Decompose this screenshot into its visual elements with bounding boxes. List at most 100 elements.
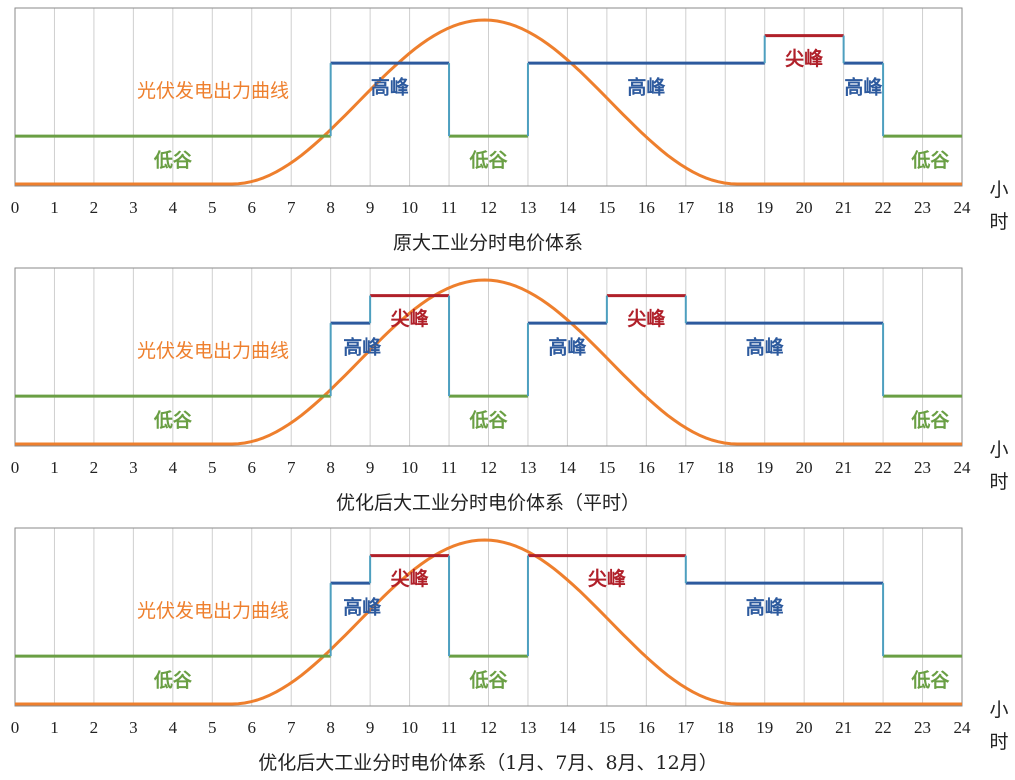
plot-frame <box>14 267 963 447</box>
x-axis-unit-label: 小 <box>989 179 1008 201</box>
tariff-label-valley: 低谷 <box>910 408 950 431</box>
pv-curve-label: 光伏发电出力曲线 <box>137 80 289 102</box>
x-tick-label: 6 <box>248 718 257 737</box>
x-tick-label: 14 <box>559 458 577 477</box>
x-tick-label: 11 <box>441 198 457 217</box>
x-tick-label: 15 <box>598 198 615 217</box>
tariff-label-high: 高峰 <box>548 335 587 358</box>
x-tick-label: 11 <box>441 718 457 737</box>
x-tick-label: 18 <box>717 718 734 737</box>
tariff-label-high: 高峰 <box>844 75 883 98</box>
x-tick-label: 15 <box>598 718 615 737</box>
tariff-label-high: 高峰 <box>746 335 785 358</box>
pv-output-curve <box>15 538 962 706</box>
x-tick-label: 17 <box>677 458 695 477</box>
x-tick-label: 5 <box>208 198 217 217</box>
x-tick-label: 2 <box>90 458 99 477</box>
tariff-label-peak: 尖峰 <box>588 567 627 590</box>
x-tick-label: 17 <box>677 718 695 737</box>
x-tick-label: 1 <box>50 198 59 217</box>
x-tick-label: 24 <box>954 458 972 477</box>
x-tick-label: 9 <box>366 718 375 737</box>
chart-title: 优化后大工业分时电价体系（平时） <box>336 492 640 514</box>
x-tick-label: 0 <box>11 198 20 217</box>
x-tick-label: 13 <box>519 458 536 477</box>
x-tick-label: 21 <box>835 718 852 737</box>
tariff-label-high: 高峰 <box>371 75 410 98</box>
tariff-label-peak: 尖峰 <box>785 47 824 70</box>
x-tick-label: 5 <box>208 718 217 737</box>
x-tick-label: 14 <box>559 198 577 217</box>
x-tick-label: 15 <box>598 458 615 477</box>
x-tick-label: 6 <box>248 458 257 477</box>
x-tick-label: 7 <box>287 198 296 217</box>
x-tick-label: 23 <box>914 718 931 737</box>
x-tick-label: 22 <box>875 198 892 217</box>
pv-output-curve <box>15 18 962 186</box>
x-tick-label: 3 <box>129 718 138 737</box>
tariff-label-high: 高峰 <box>746 595 785 618</box>
x-tick-label: 1 <box>50 458 59 477</box>
tariff-label-valley: 低谷 <box>910 148 950 171</box>
chart-title: 原大工业分时电价体系 <box>393 232 583 254</box>
x-tick-label: 24 <box>954 198 972 217</box>
plot-frame <box>14 7 963 187</box>
x-tick-label: 4 <box>169 458 178 477</box>
tariff-label-valley: 低谷 <box>153 408 193 431</box>
plot-frame <box>14 527 963 707</box>
x-tick-label: 19 <box>756 198 773 217</box>
x-tick-label: 7 <box>287 718 296 737</box>
x-tick-label: 0 <box>11 718 20 737</box>
x-tick-label: 18 <box>717 458 734 477</box>
tariff-label-peak: 尖峰 <box>391 307 430 330</box>
x-tick-label: 0 <box>11 458 20 477</box>
x-tick-label: 12 <box>480 458 497 477</box>
x-tick-label: 21 <box>835 458 852 477</box>
x-tick-label: 3 <box>129 198 138 217</box>
x-axis-unit-label: 时 <box>989 211 1008 233</box>
x-tick-label: 12 <box>480 198 497 217</box>
tariff-label-valley: 低谷 <box>153 148 193 171</box>
x-tick-label: 16 <box>638 718 655 737</box>
x-tick-label: 19 <box>756 718 773 737</box>
x-tick-label: 14 <box>559 718 577 737</box>
x-axis-unit-label: 时 <box>989 731 1008 753</box>
tariff-label-peak: 尖峰 <box>391 567 430 590</box>
x-tick-label: 3 <box>129 458 138 477</box>
chart-title: 优化后大工业分时电价体系（1月、7月、8月、12月） <box>258 752 717 774</box>
x-axis-unit-label: 时 <box>989 471 1008 493</box>
x-tick-label: 1 <box>50 718 59 737</box>
x-tick-label: 11 <box>441 458 457 477</box>
x-tick-label: 18 <box>717 198 734 217</box>
tariff-label-valley: 低谷 <box>153 668 193 691</box>
x-tick-label: 16 <box>638 458 655 477</box>
x-tick-label: 10 <box>401 718 418 737</box>
x-tick-label: 8 <box>326 198 335 217</box>
x-tick-label: 2 <box>90 198 99 217</box>
x-tick-label: 9 <box>366 458 375 477</box>
pv-curve-label: 光伏发电出力曲线 <box>137 600 289 622</box>
x-tick-label: 6 <box>248 198 257 217</box>
x-tick-label: 16 <box>638 198 655 217</box>
x-tick-label: 20 <box>796 198 813 217</box>
tariff-label-high: 高峰 <box>627 75 666 98</box>
tariff-label-valley: 低谷 <box>910 668 950 691</box>
x-tick-label: 5 <box>208 458 217 477</box>
tariff-label-peak: 尖峰 <box>627 307 666 330</box>
x-tick-label: 24 <box>954 718 972 737</box>
x-tick-label: 4 <box>169 198 178 217</box>
x-tick-label: 22 <box>875 458 892 477</box>
x-axis-unit-label: 小 <box>989 439 1008 461</box>
pv-curve-label: 光伏发电出力曲线 <box>137 340 289 362</box>
x-tick-label: 4 <box>169 718 178 737</box>
x-axis-unit-label: 小 <box>989 699 1008 721</box>
tariff-label-high: 高峰 <box>343 335 382 358</box>
x-tick-label: 20 <box>796 718 813 737</box>
x-tick-label: 2 <box>90 718 99 737</box>
x-tick-label: 23 <box>914 458 931 477</box>
x-tick-label: 21 <box>835 198 852 217</box>
x-tick-label: 13 <box>519 198 536 217</box>
